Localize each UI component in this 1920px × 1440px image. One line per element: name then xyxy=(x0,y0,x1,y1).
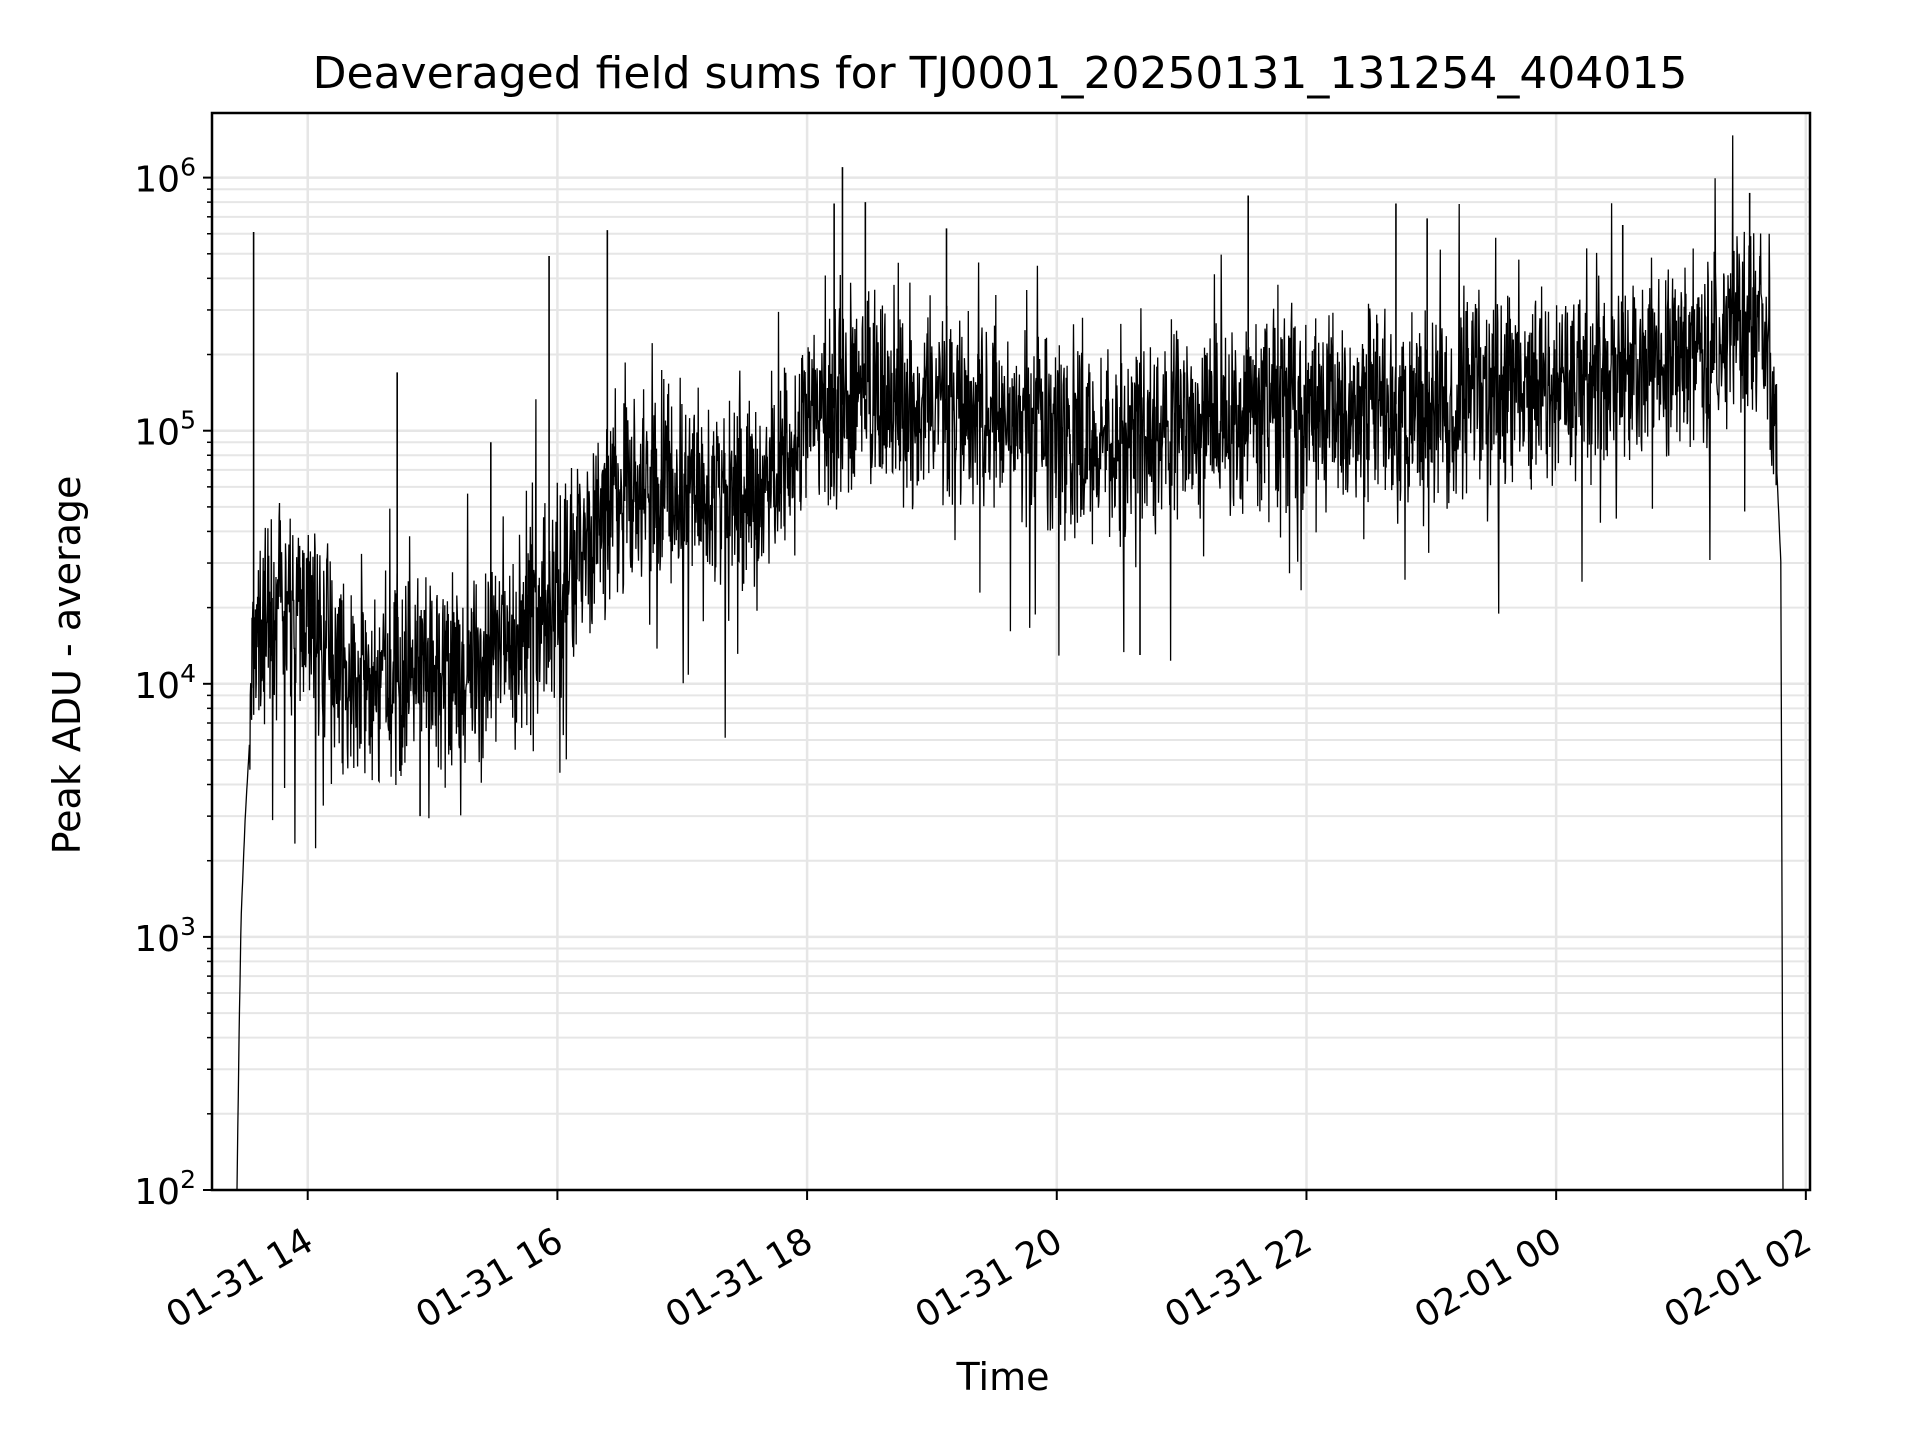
y-tick-label: 104 xyxy=(134,659,196,707)
series-line xyxy=(236,135,1784,1191)
y-tick-label: 106 xyxy=(134,153,196,201)
y-axis-label: Peak ADU - average xyxy=(45,476,89,855)
y-tick-label: 102 xyxy=(134,1165,196,1213)
x-tick-label: 01-31 18 xyxy=(659,1220,820,1336)
x-tick-label: 01-31 22 xyxy=(1158,1220,1319,1336)
chart-title: Deaveraged field sums for TJ0001_2025013… xyxy=(313,48,1688,99)
x-tick-label: 01-31 16 xyxy=(409,1220,570,1336)
data-series xyxy=(236,135,1784,1191)
y-axis: 102 103 104 105 106 xyxy=(134,153,212,1213)
y-tick-label: 103 xyxy=(134,912,196,960)
x-axis-label: Time xyxy=(956,1355,1050,1399)
x-tick-label: 01-31 14 xyxy=(160,1220,321,1336)
x-tick-label: 02-01 00 xyxy=(1408,1220,1569,1336)
x-axis: 01-31 14 01-31 16 01-31 18 01-31 20 01-31 22… xyxy=(160,1190,1819,1337)
plot-frame xyxy=(210,111,1812,1192)
y-tick-label: 105 xyxy=(134,406,196,454)
x-tick-label: 01-31 20 xyxy=(909,1220,1070,1336)
x-tick-label: 02-01 02 xyxy=(1658,1220,1819,1336)
